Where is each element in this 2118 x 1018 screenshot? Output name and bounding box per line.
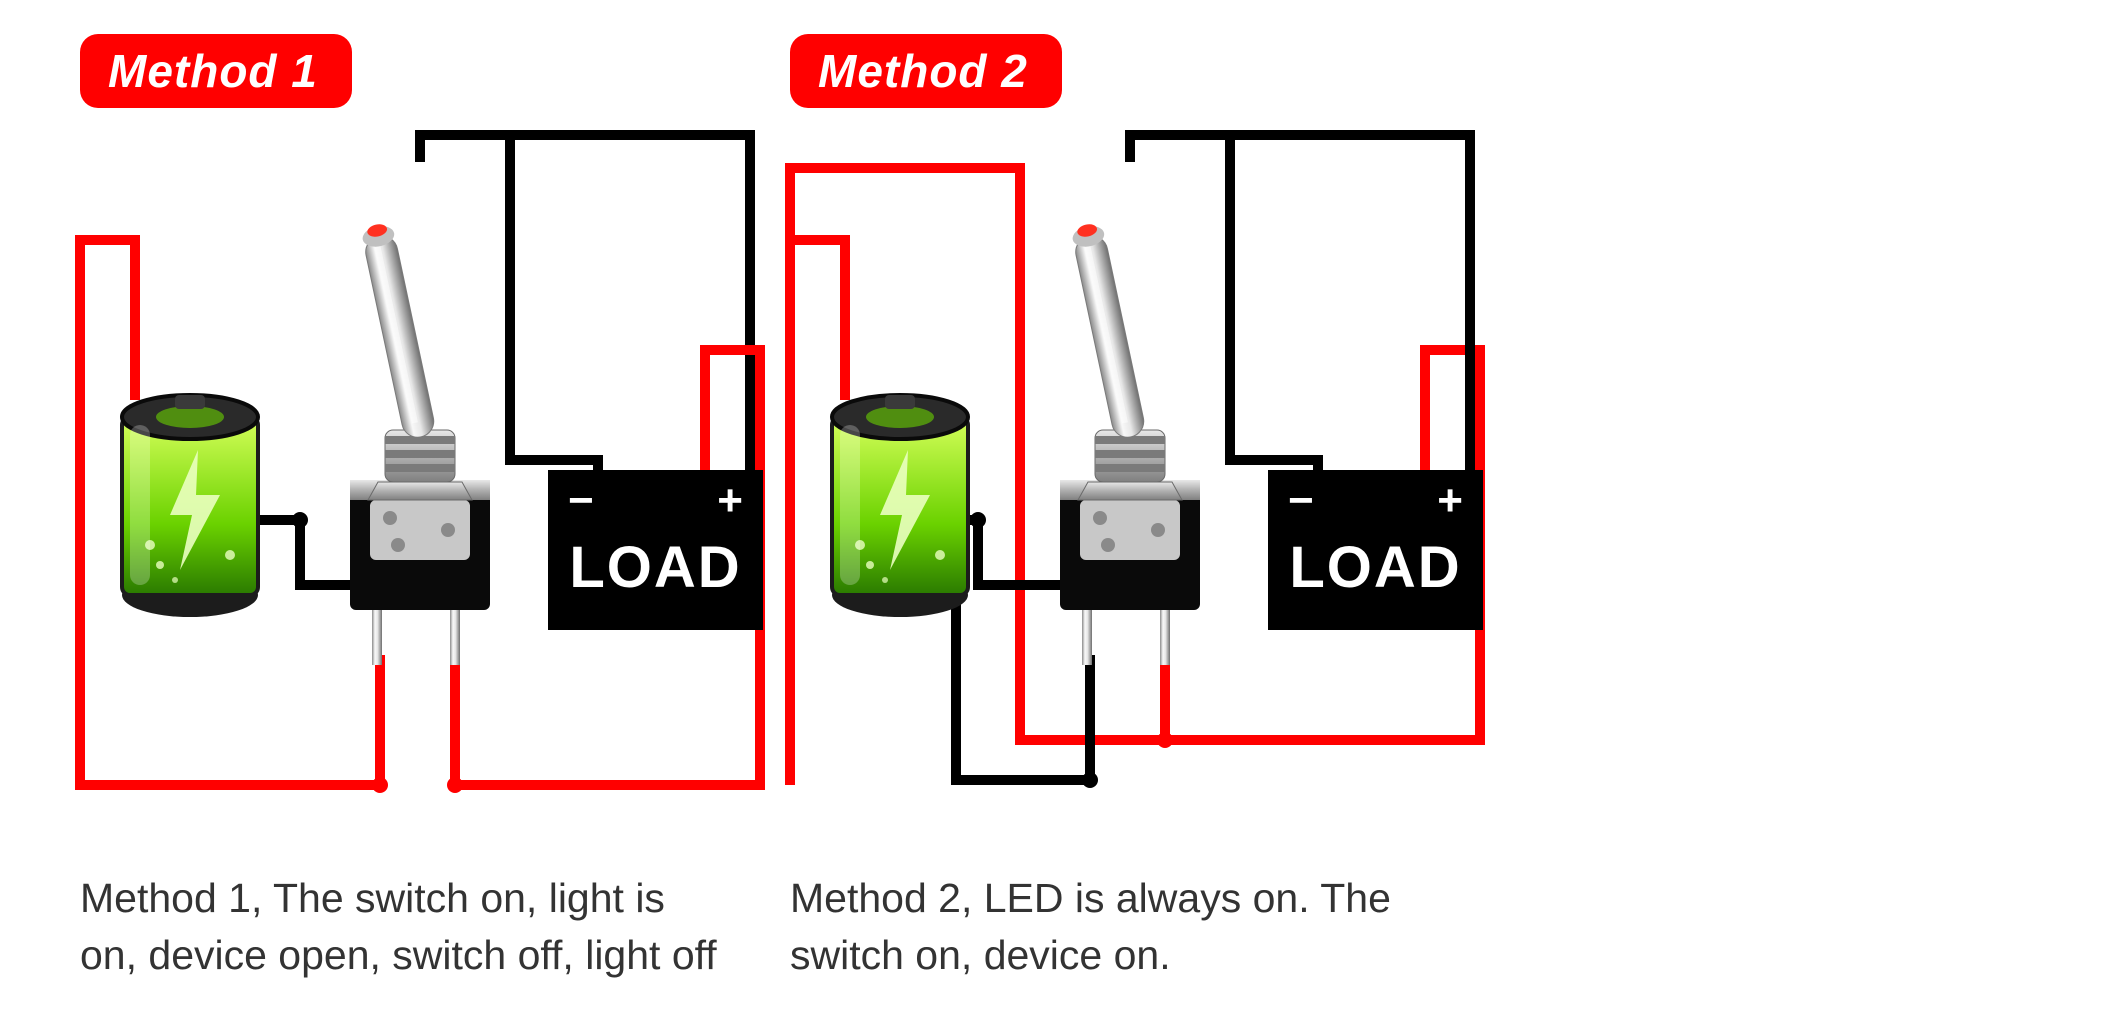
battery-icon bbox=[832, 395, 968, 617]
method2-caption: Method 2, LED is always on. The switch o… bbox=[790, 870, 1430, 985]
method2-badge-label: Method 2 bbox=[818, 45, 1028, 97]
method1-badge-label: Method 1 bbox=[108, 45, 318, 97]
load-minus: − bbox=[1288, 476, 1314, 526]
method1-caption: Method 1, The switch on, light is on, de… bbox=[80, 870, 720, 985]
load-label: LOAD bbox=[548, 526, 763, 619]
method1-badge: Method 1 bbox=[80, 34, 352, 108]
toggle-switch-icon bbox=[1060, 221, 1200, 665]
toggle-switch-icon bbox=[350, 221, 490, 665]
method1-load-box: − + LOAD bbox=[548, 470, 763, 630]
method2-badge: Method 2 bbox=[790, 34, 1062, 108]
load-minus: − bbox=[568, 476, 594, 526]
method2-wires-black bbox=[930, 135, 1470, 780]
load-plus: + bbox=[717, 476, 743, 526]
load-label: LOAD bbox=[1268, 526, 1483, 619]
load-plus: + bbox=[1437, 476, 1463, 526]
battery-icon bbox=[122, 395, 258, 617]
method2-load-box: − + LOAD bbox=[1268, 470, 1483, 630]
